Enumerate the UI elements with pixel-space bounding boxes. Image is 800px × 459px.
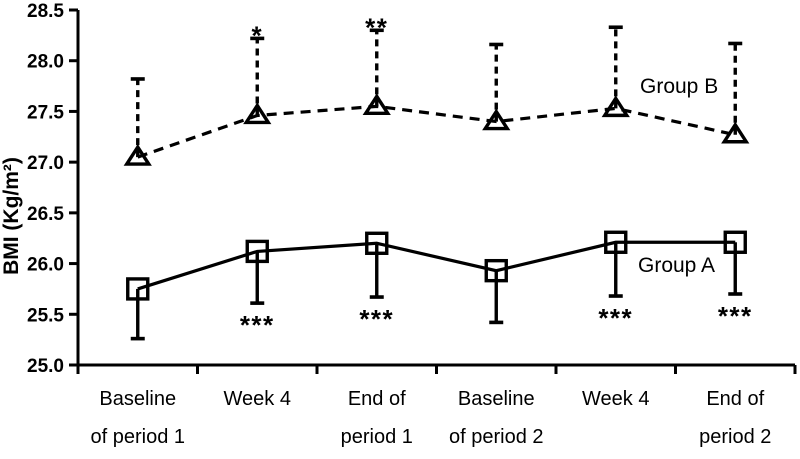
y-tick-label: 26.0 [27,255,64,276]
x-category-label-line1: Week 4 [224,388,291,410]
square-marker [723,230,747,254]
triangle-marker [123,143,152,166]
square-marker [484,258,508,283]
y-tick-label: 27.0 [27,153,64,174]
y-tick-label: 25.5 [27,305,64,326]
x-category-label-line2: period 2 [699,426,771,448]
y-tick-label: 28.0 [27,52,64,73]
square-marker [604,230,628,254]
square-marker [245,239,269,264]
significance-annotation: *** [598,303,633,333]
y-tick-label: 27.5 [27,102,64,123]
x-category-label-line1: Week 4 [582,388,649,410]
triangle-marker [362,93,391,116]
triangle-marker [601,95,630,118]
x-category-label-line1: Baseline [99,388,176,410]
square-marker [365,231,389,255]
series-group-a: *** *** *** *** Group A [126,230,753,341]
triangle-marker [721,121,750,144]
x-category-label-line1: End of [348,388,406,410]
series-group-b: * **Group B [123,12,750,166]
significance-annotation: *** [240,310,275,340]
y-tick-label: 25.0 [27,356,64,377]
significance-annotation: *** [718,301,753,331]
series-line [137,104,736,159]
series-label: Group B [640,75,718,98]
significance-annotation: ** [365,12,388,42]
series-line [137,240,736,291]
axes [76,10,795,367]
triangle-marker [243,102,272,125]
y-tick-label: 28.5 [27,1,64,22]
x-category-label-line2: of period 2 [449,426,544,448]
x-category-label-line1: Baseline [458,388,535,410]
x-category-label-line2: of period 1 [90,426,185,448]
x-category-label-line2: period 1 [341,426,413,448]
y-tick-label: 26.5 [27,204,64,225]
x-category-label-line1: End of [706,388,764,410]
y-axis-ticks: 25.0 25.5 26.0 26.5 27.0 27.5 28.0 28.5 [27,1,78,377]
significance-annotation: * [251,20,263,50]
square-marker [126,277,150,301]
significance-annotation: *** [359,304,394,334]
x-axis-labels: Baseline of period 1 Week 4 End of period 1 B… [90,388,771,448]
x-axis-ticks [76,365,797,374]
triangle-marker [482,108,511,131]
series-label: Group A [638,254,715,277]
y-axis-title: BMI (Kg/m²) [0,157,23,275]
